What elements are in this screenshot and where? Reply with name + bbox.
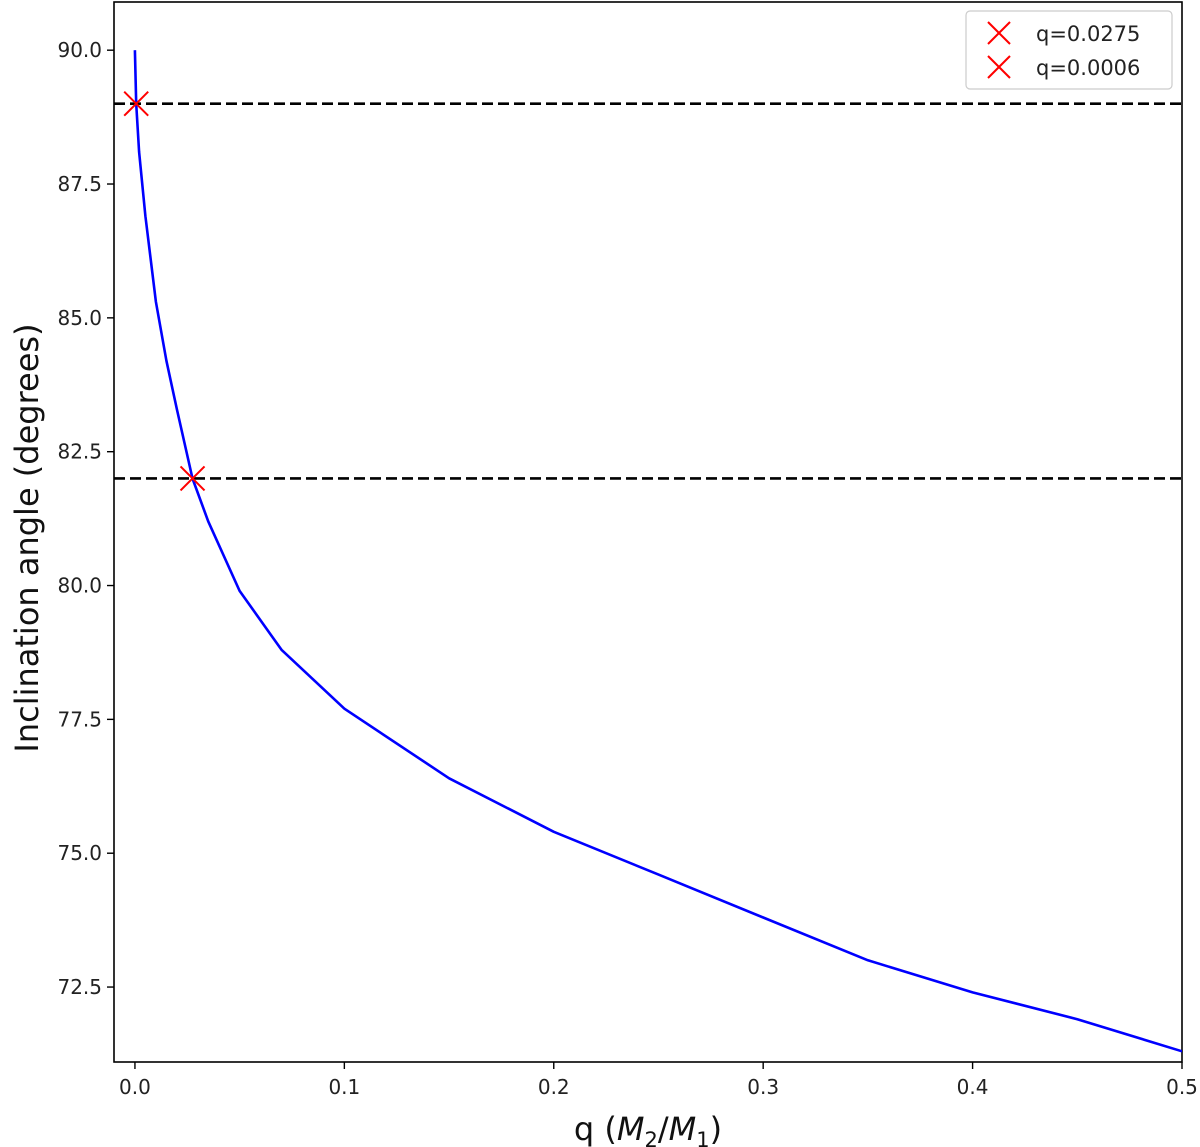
plot-area — [113, 1, 1183, 1063]
y-tick-label-1: 75.0 — [57, 841, 102, 865]
axis-ticks: 0.0 0.1 0.2 0.3 0.4 0.5 72.5 75.0 77.5 80.0 82.5 85… — [57, 38, 1197, 1099]
legend-label-1: q=0.0006 — [1036, 56, 1140, 80]
x-tick-label-0: 0.0 — [119, 1075, 151, 1099]
legend-box — [965, 10, 1173, 90]
y-tick-label-2: 77.5 — [57, 707, 102, 731]
x-tick-label-3: 0.3 — [747, 1075, 779, 1099]
legend-marker-1 — [987, 55, 1011, 79]
legend: q=0.0275 q=0.0006 — [965, 10, 1173, 90]
marker-q=0.0275 — [179, 465, 206, 492]
y-tick-label-6: 87.5 — [57, 172, 102, 196]
marker-q=0.0006-stroke-b — [123, 91, 149, 117]
marker-q=0.0006 — [123, 91, 149, 117]
legend-marker-0 — [987, 21, 1011, 45]
y-tick-label-0: 72.5 — [57, 975, 102, 999]
inclination-curve — [133, 50, 1182, 1053]
legend-label-0: q=0.0275 — [1036, 22, 1140, 46]
y-tick-label-5: 85.0 — [57, 306, 102, 330]
x-tick-label-1: 0.1 — [328, 1075, 360, 1099]
y-tick-label-3: 80.0 — [57, 574, 102, 598]
y-axis-label: Inclination angle (degrees) — [8, 323, 46, 752]
legend-marker-1-stroke-b — [987, 55, 1011, 79]
plot-frame — [113, 1, 1183, 1063]
marker-q=0.0275-stroke-b — [179, 465, 206, 492]
x-tick-label-2: 0.2 — [538, 1075, 570, 1099]
y-tick-label-7: 90.0 — [57, 38, 102, 62]
legend-marker-0-stroke-b — [987, 21, 1011, 45]
x-tick-label-5: 0.5 — [1166, 1075, 1198, 1099]
x-axis-label: q (M2/M1) — [574, 1110, 722, 1147]
x-tick-label-4: 0.4 — [957, 1075, 989, 1099]
y-tick-label-4: 82.5 — [57, 440, 102, 464]
